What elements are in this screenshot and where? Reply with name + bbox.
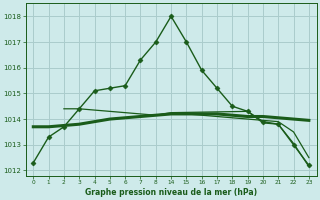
X-axis label: Graphe pression niveau de la mer (hPa): Graphe pression niveau de la mer (hPa) [85, 188, 257, 197]
